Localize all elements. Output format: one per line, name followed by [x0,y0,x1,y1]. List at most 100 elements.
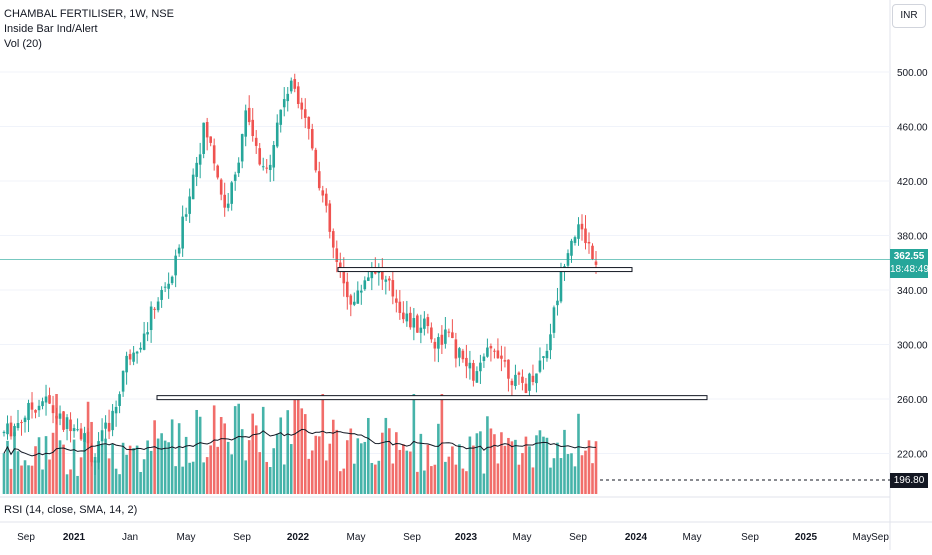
volume-bar [212,405,216,494]
symbol-title[interactable]: CHAMBAL FERTILISER, 1W, NSE [4,8,174,20]
volume-bar [331,419,335,494]
volume-bar [254,425,258,494]
volume-bar [402,444,405,494]
candle-body [289,80,293,92]
volume-bar [352,463,356,494]
volume-bar [153,420,156,494]
candle-body [177,247,181,254]
volume-bar [500,432,503,494]
volume-bar [279,417,283,494]
candle-body [531,375,535,382]
volume-bar [240,429,244,494]
volume-bar [570,453,573,494]
candle-body [20,422,23,424]
volume-bar [458,444,461,494]
candle-body [111,410,114,431]
candle-body [503,360,507,362]
candle-body [545,350,549,359]
volume-bar [395,432,398,494]
candle-body [500,355,503,359]
candle-body [230,182,233,204]
volume-bar [79,457,83,494]
volume-bar [230,454,233,494]
x-tick-label: Sep [871,532,889,543]
x-tick-label: May [683,532,702,543]
volume-bar [521,453,524,494]
volume-bar [177,423,181,494]
candle-body [577,224,580,239]
candle-body [335,248,339,262]
volume-bar [587,440,591,494]
volume-bar [233,406,237,494]
support-rectangle-upper[interactable] [337,267,633,273]
candle-body [62,411,65,430]
y-tick-label: 460.00 [897,123,928,134]
volume-bar [258,452,262,494]
candle-body [160,289,163,300]
volume-bar [461,468,465,494]
volume-bar [363,441,367,494]
candle-body [272,145,276,168]
candle-body [303,109,307,118]
volume-bar [444,461,447,494]
candle-body [9,422,13,437]
candle-body [107,422,111,432]
support-rectangle-lower[interactable] [156,395,708,401]
candle-body [496,350,500,359]
y-tick-label: 260.00 [897,395,928,406]
candle-body [6,423,9,435]
candle-body [395,298,398,303]
y-tick-label: 300.00 [897,341,928,352]
volume-bar [405,450,409,494]
volume-bar [447,456,451,494]
candle-body [153,308,156,310]
candle-body [489,346,493,349]
volume-bar [489,428,493,494]
candle-body [475,371,479,383]
candle-body [388,278,391,281]
volume-bar [465,471,468,494]
volume-bar [44,436,48,494]
volume-bar [132,448,135,494]
candle-body [352,301,356,305]
candle-body [16,422,20,429]
candle-body [317,171,321,189]
candle-body [454,339,458,359]
volume-bar [370,462,374,494]
volume-bar [247,440,251,494]
volume-bar [13,432,16,494]
volume-bar [317,436,321,494]
volume-bar [486,416,489,494]
volume-bar [423,470,426,494]
volume-indicator-label[interactable]: Vol (20) [4,38,42,50]
volume-bar [86,401,90,494]
candle-body [219,179,223,195]
candle-body [237,162,240,174]
volume-bar [468,436,472,494]
candle-body [167,283,170,289]
volume-bar [479,431,482,494]
rsi-indicator-label[interactable]: RSI (14, close, SMA, 14, 2) [4,504,138,516]
x-tick-label: Sep [17,532,35,543]
volume-bar [195,409,198,494]
candle-body [584,228,587,244]
volume-bar [356,438,360,494]
bar-countdown: 18:48:49 [890,264,929,275]
volume-level-tag: 196.80 [890,473,928,488]
candle-body [437,337,440,349]
candle-body [149,306,153,331]
candle-body [461,350,465,360]
volume-bar [237,403,240,494]
currency-button[interactable]: INR [892,4,926,28]
volume-bar [118,474,121,494]
volume-bar [275,433,279,494]
candle-body [310,129,314,149]
inside-bar-indicator-label[interactable]: Inside Bar Ind/Alert [4,23,98,35]
volume-bar [2,453,6,494]
volume-bar [37,437,41,494]
volume-bar [286,410,290,494]
volume-bar [528,446,531,494]
x-tick-label: May [347,532,366,543]
